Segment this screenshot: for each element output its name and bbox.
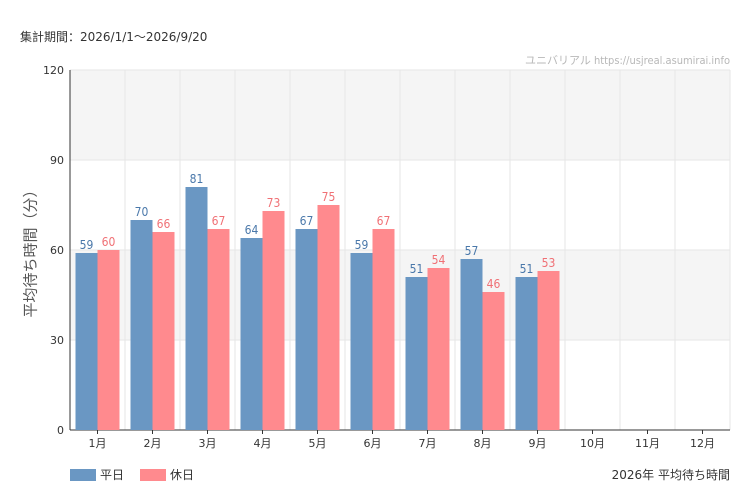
data-label-holiday: 73 xyxy=(267,196,281,210)
legend: 平日 休日 xyxy=(70,466,194,483)
x-tick-label: 9月 xyxy=(529,437,547,450)
x-tick-label: 11月 xyxy=(635,437,660,450)
x-tick-label: 8月 xyxy=(474,437,492,450)
y-tick-label: 60 xyxy=(50,244,64,257)
data-label-holiday: 75 xyxy=(322,190,336,204)
period-text: 集計期間：2026/1/1～2026/9/20 xyxy=(20,30,208,44)
site-credit: ユニバリアル https://usjreal.asumirai.info xyxy=(524,54,730,67)
bar-weekday xyxy=(130,220,153,430)
legend-item-weekday[interactable]: 平日 xyxy=(70,466,124,483)
bar-holiday xyxy=(482,292,505,430)
data-label-weekday: 64 xyxy=(245,223,259,237)
chart-caption: 2026年 平均待ち時間 xyxy=(611,468,730,482)
data-label-holiday: 54 xyxy=(432,253,446,267)
bar-holiday xyxy=(317,205,340,430)
x-tick-label: 6月 xyxy=(364,437,382,450)
bar-weekday xyxy=(460,259,483,430)
data-label-holiday: 53 xyxy=(542,256,556,270)
bar-weekday xyxy=(295,229,318,430)
bar-holiday xyxy=(207,229,230,430)
y-tick-label: 120 xyxy=(43,64,64,77)
x-tick-label: 3月 xyxy=(199,437,217,450)
bar-holiday xyxy=(262,211,285,430)
data-label-weekday: 59 xyxy=(80,238,94,252)
x-tick-label: 10月 xyxy=(580,437,605,450)
x-tick-label: 7月 xyxy=(419,437,437,450)
bar-weekday xyxy=(405,277,428,430)
data-label-holiday: 66 xyxy=(157,217,171,231)
data-label-holiday: 67 xyxy=(212,214,226,228)
legend-item-holiday[interactable]: 休日 xyxy=(140,466,194,483)
data-label-weekday: 59 xyxy=(355,238,369,252)
data-label-holiday: 46 xyxy=(487,277,501,291)
bar-weekday xyxy=(185,187,208,430)
bar-holiday xyxy=(427,268,450,430)
data-label-weekday: 51 xyxy=(410,262,424,276)
bar-holiday xyxy=(372,229,395,430)
bar-holiday xyxy=(537,271,560,430)
data-label-weekday: 67 xyxy=(300,214,314,228)
data-label-weekday: 81 xyxy=(190,172,204,186)
x-tick-label: 12月 xyxy=(690,437,715,450)
x-tick-label: 4月 xyxy=(254,437,272,450)
y-tick-label: 30 xyxy=(50,334,64,347)
x-tick-label: 2月 xyxy=(144,437,162,450)
data-label-holiday: 67 xyxy=(377,214,391,228)
bar-holiday xyxy=(152,232,175,430)
legend-label-holiday: 休日 xyxy=(170,468,195,482)
legend-swatch-holiday xyxy=(140,468,167,481)
bar-weekday xyxy=(515,277,538,430)
legend-swatch-weekday xyxy=(70,468,96,481)
bar-weekday xyxy=(75,253,98,430)
data-label-weekday: 51 xyxy=(520,262,534,276)
y-tick-label: 0 xyxy=(57,424,64,437)
bar-weekday xyxy=(240,238,263,430)
bar-holiday xyxy=(97,250,120,430)
x-tick-label: 1月 xyxy=(89,437,107,450)
data-label-weekday: 57 xyxy=(465,244,479,258)
legend-label-weekday: 平日 xyxy=(100,468,125,482)
data-label-weekday: 70 xyxy=(135,205,149,219)
x-tick-label: 5月 xyxy=(309,437,327,450)
data-label-holiday: 60 xyxy=(102,235,116,249)
y-tick-label: 90 xyxy=(50,154,64,167)
bar-weekday xyxy=(350,253,373,430)
